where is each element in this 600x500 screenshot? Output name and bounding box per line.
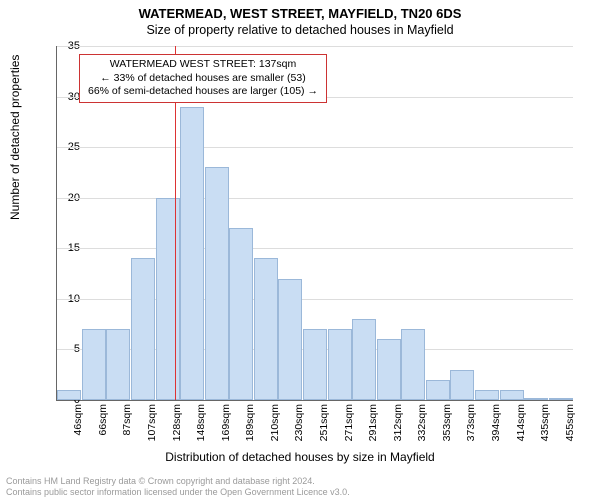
bar [524, 398, 548, 400]
xtick-label: 394sqm [490, 404, 502, 454]
bar [106, 329, 130, 400]
page-title: WATERMEAD, WEST STREET, MAYFIELD, TN20 6… [0, 0, 600, 21]
footer: Contains HM Land Registry data © Crown c… [6, 476, 594, 499]
bar [156, 198, 180, 400]
bar [352, 319, 376, 400]
bar [303, 329, 327, 400]
bar [180, 107, 204, 400]
bar [328, 329, 352, 400]
bar [205, 167, 229, 400]
bar [131, 258, 155, 400]
plot-area: WATERMEAD WEST STREET: 137sqm ← 33% of d… [56, 46, 573, 401]
page-subtitle: Size of property relative to detached ho… [0, 21, 600, 37]
xtick-label: 148sqm [195, 404, 207, 454]
bar [500, 390, 524, 400]
bar [401, 329, 425, 400]
xtick-label: 332sqm [416, 404, 428, 454]
annotation-box: WATERMEAD WEST STREET: 137sqm ← 33% of d… [79, 54, 327, 103]
xtick-label: 373sqm [465, 404, 477, 454]
xtick-label: 87sqm [121, 404, 133, 454]
xtick-label: 107sqm [146, 404, 158, 454]
bar [57, 390, 81, 400]
xtick-label: 189sqm [244, 404, 256, 454]
xtick-label: 169sqm [220, 404, 232, 454]
xtick-label: 291sqm [367, 404, 379, 454]
xtick-label: 435sqm [539, 404, 551, 454]
xtick-label: 210sqm [269, 404, 281, 454]
bar [377, 339, 401, 400]
xtick-label: 271sqm [343, 404, 355, 454]
xtick-label: 128sqm [171, 404, 183, 454]
annotation-line-3: 66% of semi-detached houses are larger (… [88, 85, 318, 99]
xtick-label: 46sqm [72, 404, 84, 454]
bar [254, 258, 278, 400]
xtick-label: 353sqm [441, 404, 453, 454]
bar [229, 228, 253, 400]
x-axis-label: Distribution of detached houses by size … [0, 450, 600, 464]
bar [549, 398, 573, 400]
xtick-label: 455sqm [564, 404, 576, 454]
bar [450, 370, 474, 400]
xtick-label: 414sqm [515, 404, 527, 454]
footer-line-2: Contains public sector information licen… [6, 487, 594, 498]
bar [278, 279, 302, 400]
annotation-line-2: ← 33% of detached houses are smaller (53… [88, 72, 318, 86]
xtick-label: 230sqm [293, 404, 305, 454]
xtick-label: 312sqm [392, 404, 404, 454]
xtick-label: 251sqm [318, 404, 330, 454]
bar [426, 380, 450, 400]
xtick-label: 66sqm [97, 404, 109, 454]
annotation-line-1: WATERMEAD WEST STREET: 137sqm [88, 58, 318, 72]
bar [82, 329, 106, 400]
bar [475, 390, 499, 400]
y-axis-label: Number of detached properties [8, 55, 22, 220]
footer-line-1: Contains HM Land Registry data © Crown c… [6, 476, 594, 487]
chart-container: WATERMEAD, WEST STREET, MAYFIELD, TN20 6… [0, 0, 600, 500]
